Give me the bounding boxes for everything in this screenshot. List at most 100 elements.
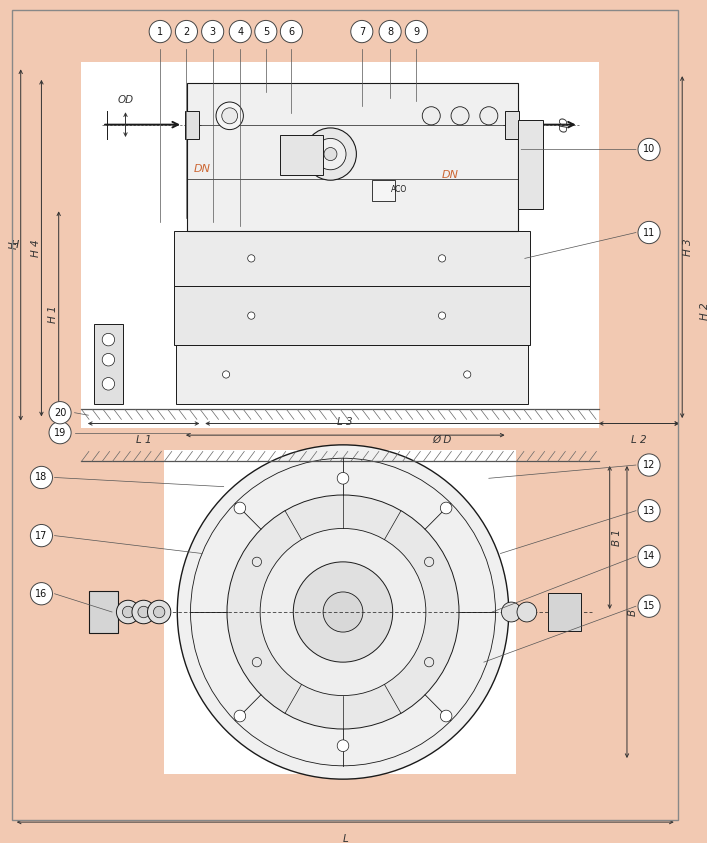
Circle shape — [234, 502, 246, 514]
Ellipse shape — [153, 606, 165, 618]
Bar — [174, 286, 530, 345]
Ellipse shape — [122, 606, 134, 618]
Bar — [81, 62, 600, 427]
Circle shape — [103, 333, 115, 346]
Ellipse shape — [132, 600, 156, 624]
Circle shape — [305, 128, 356, 180]
Circle shape — [438, 312, 445, 319]
Text: DN: DN — [442, 169, 459, 180]
Bar — [81, 450, 600, 774]
Circle shape — [234, 710, 246, 722]
Text: H 3: H 3 — [683, 239, 693, 256]
Circle shape — [216, 102, 243, 130]
Text: DN: DN — [194, 164, 211, 174]
Text: 6: 6 — [288, 27, 294, 36]
Ellipse shape — [177, 445, 509, 779]
Circle shape — [440, 710, 452, 722]
Bar — [505, 110, 520, 138]
Text: L 3: L 3 — [337, 416, 353, 427]
Ellipse shape — [501, 602, 521, 622]
Circle shape — [337, 740, 349, 752]
Text: H: H — [11, 240, 19, 250]
Circle shape — [405, 20, 428, 43]
Circle shape — [49, 422, 71, 443]
Bar — [176, 345, 528, 404]
Text: 17: 17 — [35, 530, 47, 540]
Circle shape — [480, 107, 498, 125]
Circle shape — [638, 138, 660, 161]
Text: 16: 16 — [35, 588, 47, 599]
Circle shape — [638, 222, 660, 244]
Circle shape — [229, 20, 252, 43]
Text: 3: 3 — [209, 27, 216, 36]
Text: 10: 10 — [643, 144, 655, 154]
Text: 15: 15 — [643, 601, 655, 611]
Text: L 1: L 1 — [136, 435, 151, 445]
Circle shape — [324, 148, 337, 161]
Text: 7: 7 — [358, 27, 365, 36]
Text: ACO: ACO — [391, 185, 407, 194]
Circle shape — [30, 466, 52, 489]
Text: B: B — [628, 609, 638, 615]
Text: H 4: H 4 — [31, 239, 41, 257]
Text: H: H — [8, 241, 19, 249]
Bar — [280, 136, 323, 175]
Text: H 2: H 2 — [700, 303, 707, 319]
Ellipse shape — [293, 562, 392, 662]
Text: 20: 20 — [54, 408, 66, 418]
Circle shape — [424, 557, 434, 566]
Circle shape — [222, 108, 238, 124]
Ellipse shape — [117, 600, 140, 624]
Circle shape — [255, 20, 277, 43]
Text: H 1: H 1 — [48, 305, 58, 323]
Circle shape — [422, 107, 440, 125]
Bar — [185, 110, 199, 138]
Circle shape — [451, 107, 469, 125]
Text: 13: 13 — [643, 506, 655, 516]
Text: B 1: B 1 — [612, 529, 621, 546]
Circle shape — [464, 371, 471, 379]
Ellipse shape — [148, 600, 171, 624]
Circle shape — [252, 557, 262, 566]
Circle shape — [424, 658, 434, 667]
Text: OD: OD — [117, 95, 134, 105]
Circle shape — [440, 502, 452, 514]
Text: 11: 11 — [643, 228, 655, 238]
Circle shape — [149, 20, 171, 43]
Bar — [95, 324, 123, 404]
Circle shape — [351, 20, 373, 43]
Circle shape — [638, 454, 660, 476]
Circle shape — [638, 545, 660, 567]
Circle shape — [252, 658, 262, 667]
Circle shape — [379, 20, 401, 43]
Text: Ø D: Ø D — [433, 435, 452, 445]
Bar — [372, 180, 395, 201]
Ellipse shape — [260, 529, 426, 695]
Text: L: L — [342, 834, 348, 843]
Bar — [517, 450, 600, 774]
Circle shape — [175, 20, 197, 43]
Circle shape — [247, 312, 255, 319]
Circle shape — [638, 500, 660, 522]
Bar — [89, 591, 118, 633]
Ellipse shape — [323, 592, 363, 632]
Ellipse shape — [227, 495, 459, 729]
Circle shape — [247, 255, 255, 262]
Bar — [547, 593, 581, 631]
Text: 14: 14 — [643, 551, 655, 561]
Circle shape — [337, 472, 349, 484]
Circle shape — [30, 524, 52, 547]
Circle shape — [223, 371, 230, 379]
Circle shape — [49, 401, 71, 424]
Bar — [174, 231, 530, 286]
Text: 18: 18 — [35, 472, 47, 482]
Ellipse shape — [138, 606, 149, 618]
Text: OD: OD — [555, 116, 566, 132]
Circle shape — [438, 255, 445, 262]
Text: 19: 19 — [54, 427, 66, 438]
Circle shape — [315, 138, 346, 169]
Text: 1: 1 — [157, 27, 163, 36]
Text: 8: 8 — [387, 27, 393, 36]
Text: 12: 12 — [643, 460, 655, 470]
Circle shape — [103, 378, 115, 390]
